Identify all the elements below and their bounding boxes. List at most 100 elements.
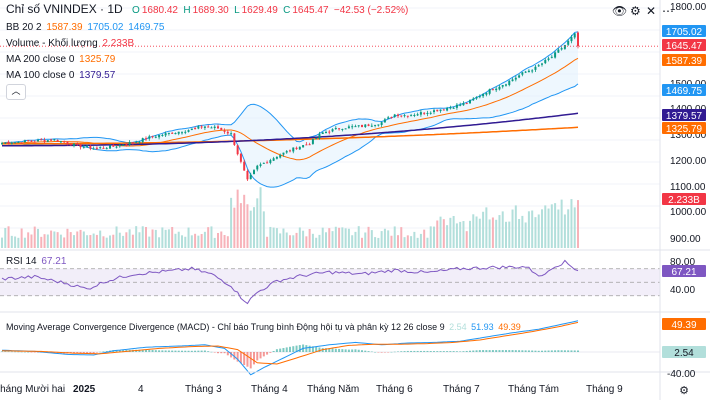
volume-bar — [302, 230, 305, 248]
macd-histogram-bar — [351, 349, 354, 352]
volume-bar — [511, 209, 514, 248]
bb-legend[interactable]: BB 20 2 1587.39 1705.02 1469.75 — [6, 22, 166, 34]
candle-body — [256, 165, 259, 170]
macd-histogram-bar — [174, 350, 177, 352]
volume-bar — [59, 234, 62, 248]
x-tick-label: Tháng 9 — [586, 384, 623, 395]
macd-histogram-bar — [295, 345, 298, 352]
candle-body — [527, 70, 530, 73]
bb-upper-badge: 1705.02 — [666, 27, 703, 38]
volume-bar — [272, 227, 275, 248]
volume-bar — [436, 220, 439, 248]
candle-body — [63, 141, 66, 143]
ma200-legend[interactable]: MA 200 close 0 1325.79 — [6, 54, 117, 66]
macd-histogram-bar — [498, 350, 501, 352]
macd-histogram-bar — [521, 350, 524, 352]
candle-body — [10, 143, 13, 145]
macd-legend[interactable]: Moving Average Convergence Divergence (M… — [6, 321, 523, 333]
macd-histogram-bar — [426, 350, 429, 352]
candle-body — [99, 147, 102, 149]
candle-body — [577, 32, 579, 47]
gear-icon[interactable]: ⚙ — [630, 4, 641, 18]
candle-body — [387, 117, 390, 119]
volume-bar — [95, 234, 98, 248]
candle-body — [383, 119, 386, 123]
macd-histogram-bar — [442, 351, 445, 352]
candle-body — [174, 132, 177, 135]
ma100-legend[interactable]: MA 100 close 0 1379.57 — [6, 70, 117, 82]
volume-bar — [397, 235, 399, 248]
volume-bar — [311, 233, 314, 248]
macd-histogram-bar — [76, 352, 79, 354]
macd-histogram-bar — [347, 349, 350, 352]
volume-bar — [197, 235, 200, 248]
volume-bar — [531, 210, 534, 248]
rsi-line — [1, 259, 579, 305]
volume-bar — [498, 215, 501, 248]
candle-body — [292, 147, 295, 152]
eye-icon[interactable]: 👁 — [612, 4, 628, 18]
bb-upper-badge-bg — [662, 25, 706, 37]
macd-histogram-bar — [86, 352, 89, 354]
candle-body — [59, 141, 62, 143]
candle-body — [308, 144, 311, 146]
bb-label: BB 20 2 — [6, 22, 42, 33]
close-icon[interactable]: ✕ — [646, 4, 657, 18]
rsi-legend[interactable]: RSI 14 67.21 — [6, 256, 68, 268]
macd-histogram-bar — [534, 350, 537, 352]
candle-body — [30, 140, 33, 142]
volume-bar — [390, 235, 393, 248]
candle-body — [50, 139, 53, 141]
volume-bar — [377, 237, 380, 248]
candle-body — [550, 56, 553, 58]
volume-legend[interactable]: Volume - Khối lượng 2.233B — [6, 38, 136, 50]
candle-body — [226, 131, 229, 134]
more-icon[interactable]: ⋯ — [662, 4, 674, 18]
macd-histogram-bar — [341, 349, 344, 352]
volume-label: Volume - Khối lượng — [6, 38, 98, 49]
candle-body — [230, 133, 233, 135]
macd-histogram-bar — [560, 350, 563, 352]
macd-histogram-bar — [37, 352, 39, 353]
candle-body — [131, 142, 134, 144]
macd-histogram-bar — [17, 351, 20, 353]
volume-bar — [446, 225, 449, 248]
macd-histogram-bar — [344, 349, 347, 352]
volume-bar — [364, 232, 367, 248]
candle-body — [118, 144, 121, 147]
volume-bar — [357, 226, 360, 248]
ma200-value: 1325.79 — [79, 54, 116, 65]
volume-bar — [344, 228, 347, 248]
volume-bar — [141, 226, 144, 248]
macd-histogram-bar — [239, 352, 242, 364]
volume-bar — [393, 226, 396, 248]
volume-bar — [321, 227, 324, 248]
volume-bar — [105, 237, 108, 248]
candle-body — [86, 145, 89, 147]
volume-bar — [40, 236, 43, 248]
candle-body — [498, 86, 501, 90]
candle-body — [573, 33, 576, 38]
candle-body — [298, 146, 301, 150]
macd-histogram-bar — [554, 350, 557, 352]
volume-bar — [102, 236, 105, 248]
volume-bar — [298, 227, 301, 248]
macd-histogram-bar — [138, 349, 141, 352]
macd-histogram-bar — [184, 350, 187, 352]
macd-histogram-bar — [488, 350, 491, 352]
macd-histogram-bar — [213, 352, 216, 353]
candle-body — [269, 160, 272, 163]
volume-bar — [230, 197, 233, 248]
volume-bar — [439, 216, 442, 248]
volume-bar — [171, 227, 174, 248]
volume-bar — [380, 231, 383, 248]
candle-body — [393, 114, 396, 117]
candle-body — [390, 116, 393, 118]
volume-bar — [403, 237, 406, 248]
ma100-badge-bg — [662, 109, 706, 121]
volume-bar — [478, 218, 481, 248]
candle-body — [151, 136, 154, 138]
collapse-legend-button[interactable]: ︿ — [6, 84, 26, 100]
macd-histogram-bar — [118, 350, 121, 352]
